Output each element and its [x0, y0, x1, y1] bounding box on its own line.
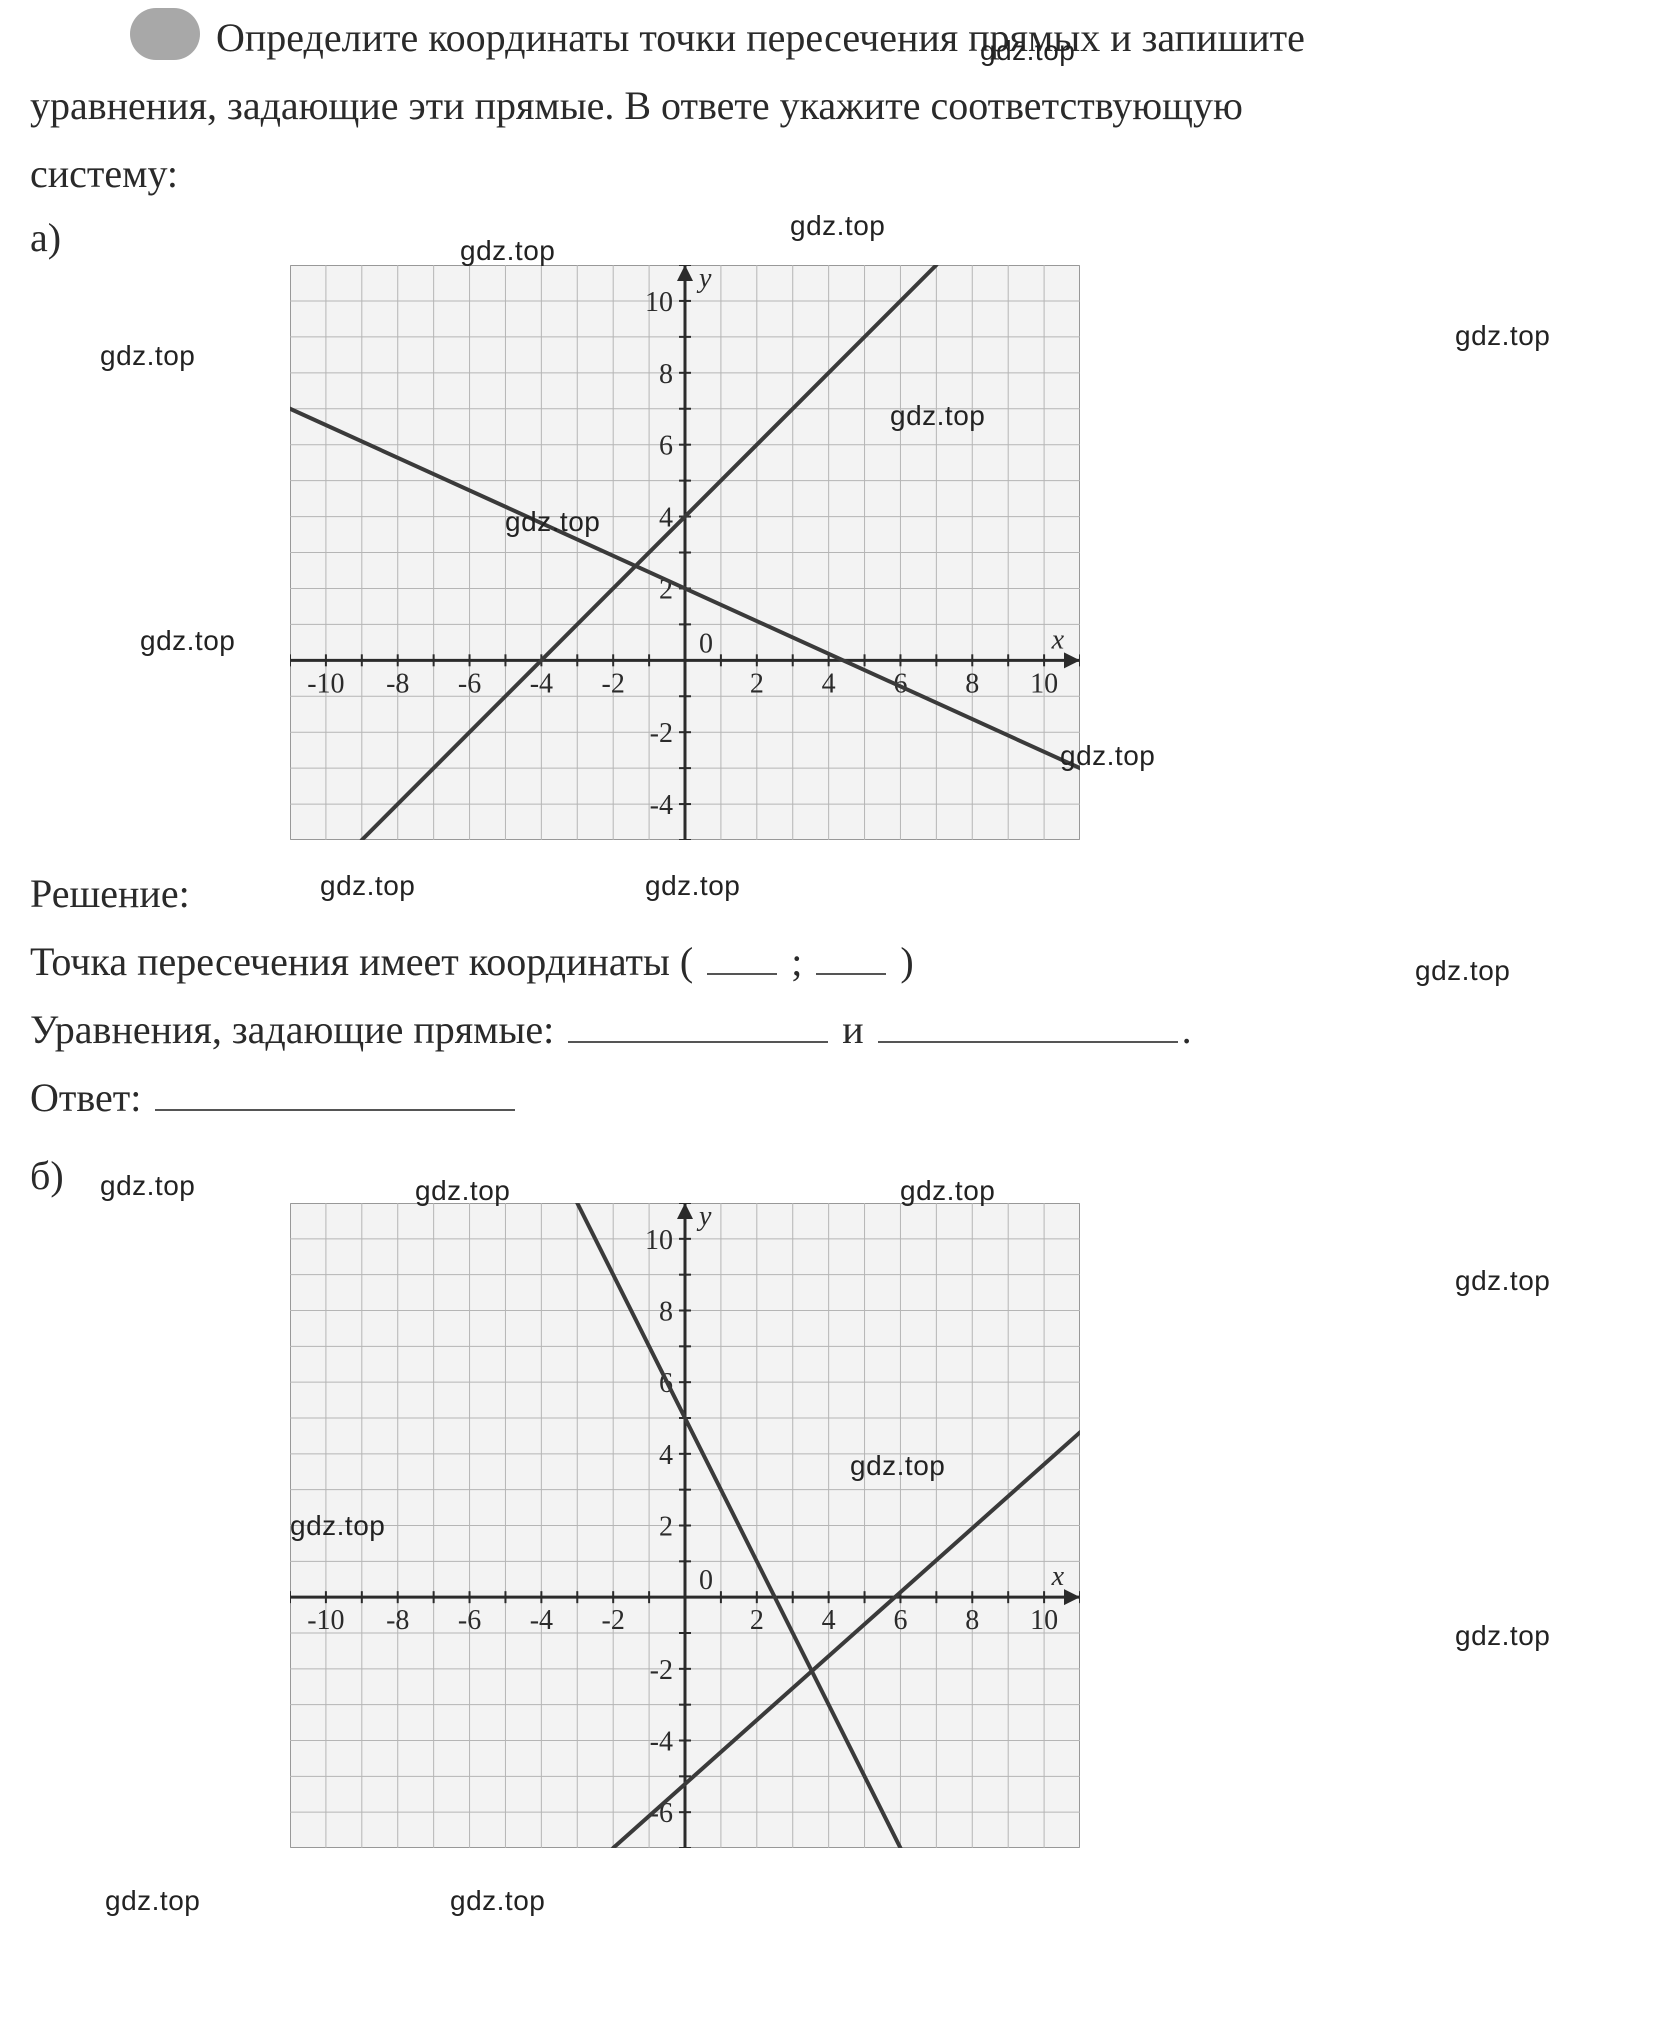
- svg-text:10: 10: [1030, 1605, 1058, 1636]
- svg-text:-2: -2: [602, 668, 625, 699]
- part-a-label: а): [30, 214, 61, 261]
- svg-text:-2: -2: [650, 718, 673, 749]
- svg-text:-2: -2: [650, 1655, 673, 1686]
- svg-text:-8: -8: [386, 1605, 409, 1636]
- svg-text:-10: -10: [307, 668, 344, 699]
- blank-x[interactable]: [707, 931, 777, 975]
- svg-text:10: 10: [1030, 668, 1058, 699]
- svg-text:2: 2: [659, 1512, 673, 1543]
- equations-prefix: Уравнения, задающие прямые:: [30, 1007, 554, 1052]
- svg-text:-4: -4: [530, 668, 553, 699]
- svg-text:10: 10: [645, 287, 673, 318]
- svg-text:8: 8: [965, 1605, 979, 1636]
- svg-text:y: y: [696, 1203, 712, 1232]
- svg-text:-2: -2: [602, 1605, 625, 1636]
- svg-text:-4: -4: [650, 790, 673, 821]
- blank-answer[interactable]: [155, 1067, 515, 1111]
- svg-text:4: 4: [659, 1440, 673, 1471]
- intersection-sep: ;: [791, 939, 802, 984]
- svg-text:0: 0: [699, 628, 713, 659]
- svg-text:8: 8: [659, 359, 673, 390]
- answer-label: Ответ:: [30, 1075, 141, 1120]
- svg-text:4: 4: [822, 668, 836, 699]
- question-line1: Определите координаты точки пересечения …: [216, 15, 1305, 60]
- question-line3: систему:: [30, 151, 178, 196]
- part-b-label: б): [30, 1152, 64, 1199]
- blank-eq-1[interactable]: [568, 999, 828, 1043]
- svg-text:8: 8: [659, 1297, 673, 1328]
- svg-text:6: 6: [893, 1605, 907, 1636]
- svg-text:-4: -4: [650, 1727, 673, 1758]
- svg-text:y: y: [696, 265, 712, 294]
- svg-text:x: x: [1051, 624, 1065, 655]
- question-line2: уравнения, задающие эти прямые. В ответе…: [30, 83, 1243, 128]
- chart-a: -10-8-6-4-2246810-4-22468100xy: [290, 265, 1645, 840]
- solution-heading: Решение:: [30, 860, 1645, 928]
- svg-text:-8: -8: [386, 668, 409, 699]
- svg-text:-6: -6: [458, 668, 481, 699]
- intersection-end: ): [900, 939, 913, 984]
- svg-text:10: 10: [645, 1225, 673, 1256]
- svg-text:0: 0: [699, 1565, 713, 1596]
- svg-text:2: 2: [750, 668, 764, 699]
- svg-text:8: 8: [965, 668, 979, 699]
- blank-y[interactable]: [816, 931, 886, 975]
- question-number-badge: 9.: [130, 8, 200, 60]
- svg-text:x: x: [1051, 1561, 1065, 1592]
- svg-text:4: 4: [822, 1605, 836, 1636]
- svg-text:-4: -4: [530, 1605, 553, 1636]
- svg-text:2: 2: [750, 1605, 764, 1636]
- chart-b: -10-8-6-4-2246810-6-4-22468100xy: [290, 1203, 1645, 1848]
- svg-text:6: 6: [659, 431, 673, 462]
- and-label: и: [842, 1007, 863, 1052]
- svg-text:-6: -6: [458, 1605, 481, 1636]
- svg-text:-10: -10: [307, 1605, 344, 1636]
- blank-eq-2[interactable]: [878, 999, 1178, 1043]
- intersection-prefix: Точка пересечения имеет координаты (: [30, 939, 693, 984]
